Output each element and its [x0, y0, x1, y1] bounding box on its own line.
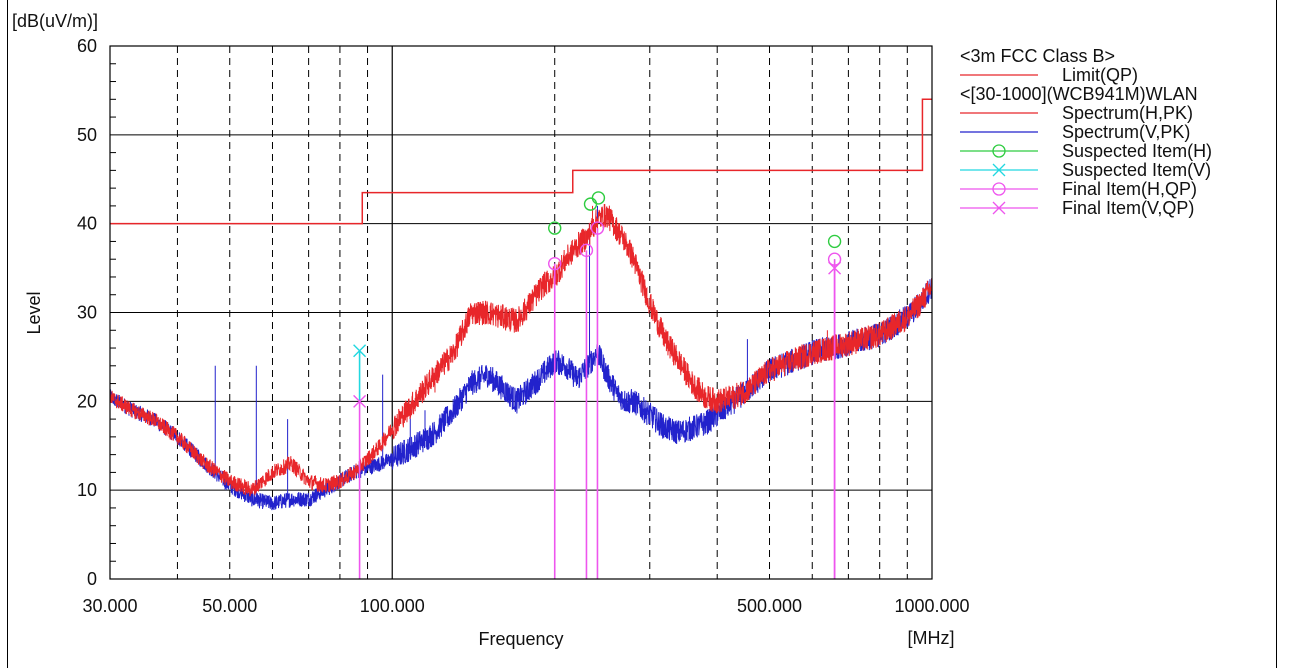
legend-header: <[30-1000](WCB941M)WLAN — [960, 84, 1198, 104]
legend-entry-label: Spectrum(H,PK) — [1062, 103, 1193, 123]
final-v-qp-marker — [353, 394, 367, 408]
x-tick-label: 100.000 — [360, 596, 425, 616]
x-tick-label: 500.000 — [737, 596, 802, 616]
legend-cross-marker — [992, 201, 1006, 215]
y-tick-label: 40 — [77, 214, 97, 234]
final-h-qp-marker — [548, 256, 562, 271]
x-tick-label: 50.000 — [202, 596, 257, 616]
x-axis-label: Frequency — [478, 629, 563, 649]
legend-entry-label: Suspected Item(H) — [1062, 141, 1212, 161]
y-tick-label: 30 — [77, 303, 97, 323]
legend-entry-label: Spectrum(V,PK) — [1062, 122, 1190, 142]
x-unit-label: [MHz] — [908, 628, 955, 648]
legend-entry-label: Final Item(V,QP) — [1062, 198, 1194, 218]
final-h-qp-marker — [827, 252, 842, 266]
legend-entry-label: Suspected Item(V) — [1062, 160, 1211, 180]
suspected-h-marker — [583, 197, 598, 211]
legend-circle-marker — [992, 182, 1006, 196]
y-tick-label: 50 — [77, 125, 97, 145]
x-tick-label: 30.000 — [82, 596, 137, 616]
suspected-h-marker — [827, 234, 842, 249]
y-tick-label: 10 — [77, 480, 97, 500]
suspected-h-marker — [548, 221, 562, 235]
legend-entry-label: Final Item(H,QP) — [1062, 179, 1197, 199]
y-tick-label: 20 — [77, 391, 97, 411]
plot-frame — [109, 45, 933, 580]
x-tick-label: 1000.000 — [894, 596, 969, 616]
grid — [110, 46, 932, 579]
legend-circle-marker — [992, 144, 1006, 158]
legend-cross-marker — [992, 163, 1006, 177]
y-tick-label: 60 — [77, 36, 97, 56]
legend-entry-label: Limit(QP) — [1062, 65, 1138, 85]
legend-header: <3m FCC Class B> — [960, 46, 1115, 66]
final-h-qp-marker — [579, 243, 594, 258]
suspected-v-marker — [353, 344, 367, 358]
legend: <3m FCC Class B>Limit(QP)<[30-1000](WCB9… — [960, 46, 1212, 218]
y-axis-label: Level — [24, 291, 44, 334]
y-unit-label: [dB(uV/m)] — [12, 11, 98, 31]
y-tick-label: 0 — [87, 569, 97, 589]
final-v-qp-marker — [828, 261, 842, 275]
data-series — [109, 98, 933, 579]
final-h-qp-marker — [590, 221, 605, 235]
suspected-h-marker — [591, 191, 606, 205]
tick-labels: 0 10 20 30 40 50 60 30.000 50.000 100.000 500.000 1… — [77, 36, 970, 616]
frame-right-edge — [1276, 0, 1277, 668]
frame-left-edge — [7, 0, 8, 668]
limit-qp-line — [110, 98, 932, 225]
